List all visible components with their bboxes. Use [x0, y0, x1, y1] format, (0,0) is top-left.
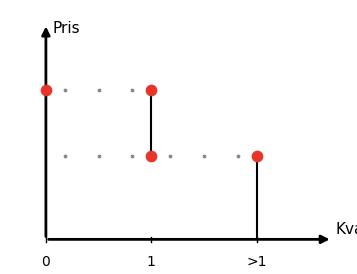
Text: 0: 0	[41, 255, 50, 269]
Text: >1: >1	[246, 255, 267, 269]
Point	[254, 153, 260, 158]
Text: 1: 1	[147, 255, 156, 269]
Point	[149, 87, 154, 92]
Point	[149, 153, 154, 158]
Point	[43, 87, 49, 92]
Text: Pris: Pris	[52, 21, 80, 36]
Text: Kvantitet: Kvantitet	[336, 222, 357, 237]
